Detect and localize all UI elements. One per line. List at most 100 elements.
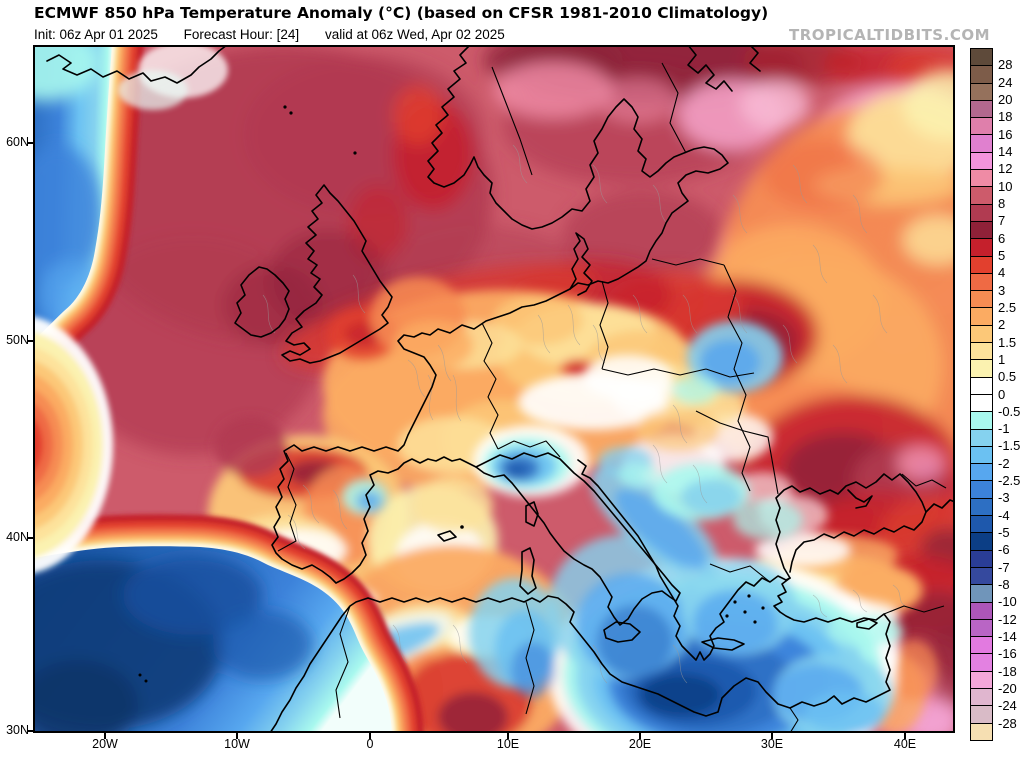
lat-label: 50N	[6, 333, 29, 347]
colorbar-segment	[971, 170, 992, 188]
colorbar-segment	[971, 637, 992, 655]
anomaly-map[interactable]	[33, 45, 955, 733]
corsica-coast	[525, 501, 539, 527]
caucasus-coast	[925, 499, 955, 513]
colorbar-label: 5	[998, 247, 1006, 263]
init-time: Init: 06z Apr 01 2025	[34, 27, 158, 42]
coastlines	[46, 45, 955, 733]
colorbar-segment	[971, 66, 992, 84]
valid-time: valid at 06z Wed, Apr 02 2025	[324, 27, 505, 42]
colorbar-segment	[971, 377, 992, 395]
colorbar-segment	[971, 585, 992, 603]
colorbar-segment	[971, 550, 992, 568]
colorbar-segment	[971, 498, 992, 517]
colorbar-label: -12	[998, 611, 1017, 627]
lat-tick	[27, 142, 33, 144]
lon-label: 10E	[496, 737, 520, 751]
lat-tick	[27, 340, 33, 342]
lon-tick	[639, 733, 641, 739]
colorbar-segment	[971, 723, 992, 740]
colorbar-segment	[971, 654, 992, 672]
crimea-coast	[847, 489, 873, 509]
iceland-coast	[46, 45, 228, 84]
white-sea-coast	[687, 45, 761, 92]
atlantic-cold-pools	[33, 45, 392, 733]
forecast-info: Init: 06z Apr 01 2025 Forecast Hour: [24…	[34, 27, 527, 42]
page-title: ECMWF 850 hPa Temperature Anomaly (°C) (…	[34, 4, 769, 22]
lon-tick	[369, 733, 371, 739]
colorbar-label: -1.5	[998, 438, 1021, 454]
cyprus-coast	[856, 618, 878, 630]
ireland-coast	[234, 266, 290, 338]
colorbar-label: 6	[998, 230, 1006, 246]
lat-label: 30N	[6, 723, 29, 737]
colorbar-segment	[971, 481, 992, 499]
colorbar-segment	[971, 671, 992, 689]
colorbar-label: -10	[998, 594, 1017, 610]
colorbar-label: 12	[998, 161, 1013, 177]
colorbar-segment	[971, 291, 992, 309]
crete-coast	[701, 637, 745, 651]
lon-label: 10W	[224, 737, 250, 751]
lon-tick	[104, 733, 106, 739]
colorbar-segment	[971, 429, 992, 447]
colorbar-label: 2.5	[998, 299, 1017, 315]
lon-tick	[904, 733, 906, 739]
colorbar-segment	[971, 204, 992, 222]
colorbar-label: 0	[998, 386, 1006, 402]
north-atlantic-warm-field	[63, 45, 955, 455]
colorbar-segment	[971, 412, 992, 430]
site-watermark: TROPICALTIDBITS.COM	[789, 26, 990, 44]
colorbar-label: 24	[998, 74, 1013, 90]
colorbar-label: -0.5	[998, 403, 1021, 419]
colorbar-label: -4	[998, 507, 1010, 523]
colorbar-segment	[971, 256, 992, 274]
colorbar-label: 20	[998, 91, 1013, 107]
map-frame	[33, 45, 955, 733]
lon-tick	[236, 733, 238, 739]
scandinavia-baltic-coast	[427, 45, 729, 290]
colorbar-label: -18	[998, 663, 1017, 679]
lat-tick	[27, 730, 33, 732]
colorbar-segment	[971, 308, 992, 326]
colorbar-label: -20	[998, 681, 1017, 697]
sicily-coast	[603, 621, 641, 643]
colorbar-segment	[971, 446, 992, 465]
italy-coast	[475, 452, 681, 626]
colorbar-segment	[971, 533, 992, 551]
colorbar-segment	[971, 221, 992, 240]
colorbar-label: -5	[998, 525, 1010, 541]
colorbar-segment	[971, 187, 992, 205]
lat-label: 40N	[6, 530, 29, 544]
colorbar-label: 0.5	[998, 369, 1017, 385]
colorbar-segment	[971, 343, 992, 361]
colorbar-segment	[971, 239, 992, 257]
colorbar-segment	[971, 464, 992, 482]
colorbar-label: 2	[998, 317, 1006, 333]
colorbar-label: 28	[998, 57, 1013, 73]
colorbar-segment	[971, 325, 992, 344]
sardinia-coast	[519, 547, 537, 595]
colorbar-label: 4	[998, 265, 1006, 281]
colorbar-segment	[971, 516, 992, 534]
balkan-greece-coast	[577, 459, 791, 661]
great-britain-coast	[281, 184, 393, 364]
colorbar-segment	[971, 273, 992, 292]
colorbar-label: -16	[998, 646, 1017, 662]
lon-label: 20E	[628, 737, 652, 751]
black-sea-coast	[775, 473, 927, 579]
colorbar-label: -28	[998, 715, 1017, 731]
lat-label: 60N	[6, 135, 29, 149]
admin-borders	[262, 144, 908, 684]
colorbar-segment	[971, 100, 992, 119]
lon-label: 0	[366, 737, 374, 751]
country-borders	[277, 62, 947, 733]
colorbar-label: 3	[998, 282, 1006, 298]
colorbar-segment	[971, 152, 992, 171]
colorbar-label: -7	[998, 559, 1010, 575]
colorbar-label: -3	[998, 490, 1010, 506]
lat-tick	[27, 537, 33, 539]
colorbar-segment	[971, 602, 992, 620]
colorbar-segment	[971, 83, 992, 101]
colorbar-label: -2.5	[998, 473, 1021, 489]
